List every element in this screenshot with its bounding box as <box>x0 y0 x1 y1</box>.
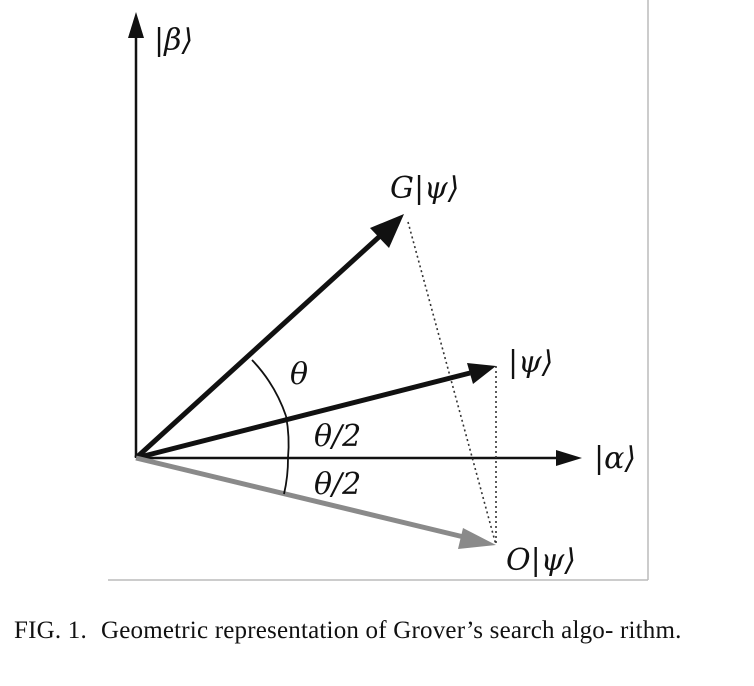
psi-ket-label: |ψ⟩ <box>508 345 553 380</box>
theta-angle-arc <box>251 359 287 417</box>
caption-text: Geometric representation of Grover’s sea… <box>100 617 682 644</box>
theta-label: θ <box>290 357 308 392</box>
figure-caption: FIG. 1. Geometric representation of Grove… <box>14 614 742 647</box>
beta-axis-arrowhead <box>128 12 144 38</box>
o-psi-label: O|ψ⟩ <box>506 543 576 578</box>
o-psi-vector <box>135 455 469 541</box>
beta-ket-label: |β⟩ <box>154 23 193 58</box>
half-theta-lower-label: θ/2 <box>314 467 361 502</box>
half-theta-upper-arc <box>285 415 290 459</box>
alpha-axis-arrowhead <box>556 450 582 466</box>
dotted-line-g-to-o <box>407 221 497 546</box>
half-theta-lower-arc <box>283 457 289 495</box>
g-psi-arrowhead <box>370 214 404 248</box>
alpha-ket-label: |α⟩ <box>594 441 636 476</box>
figure-number: FIG. 1. <box>14 617 87 644</box>
g-psi-vector <box>134 234 382 460</box>
half-theta-upper-label: θ/2 <box>314 419 361 454</box>
psi-vector <box>135 370 471 461</box>
psi-arrowhead <box>467 363 496 384</box>
grover-geometry-diagram: |β⟩ |α⟩ |ψ⟩ G|ψ⟩ O|ψ⟩ θ θ/2 θ/2 <box>108 0 649 581</box>
g-psi-label: G|ψ⟩ <box>390 171 459 206</box>
o-psi-arrowhead <box>458 528 496 549</box>
